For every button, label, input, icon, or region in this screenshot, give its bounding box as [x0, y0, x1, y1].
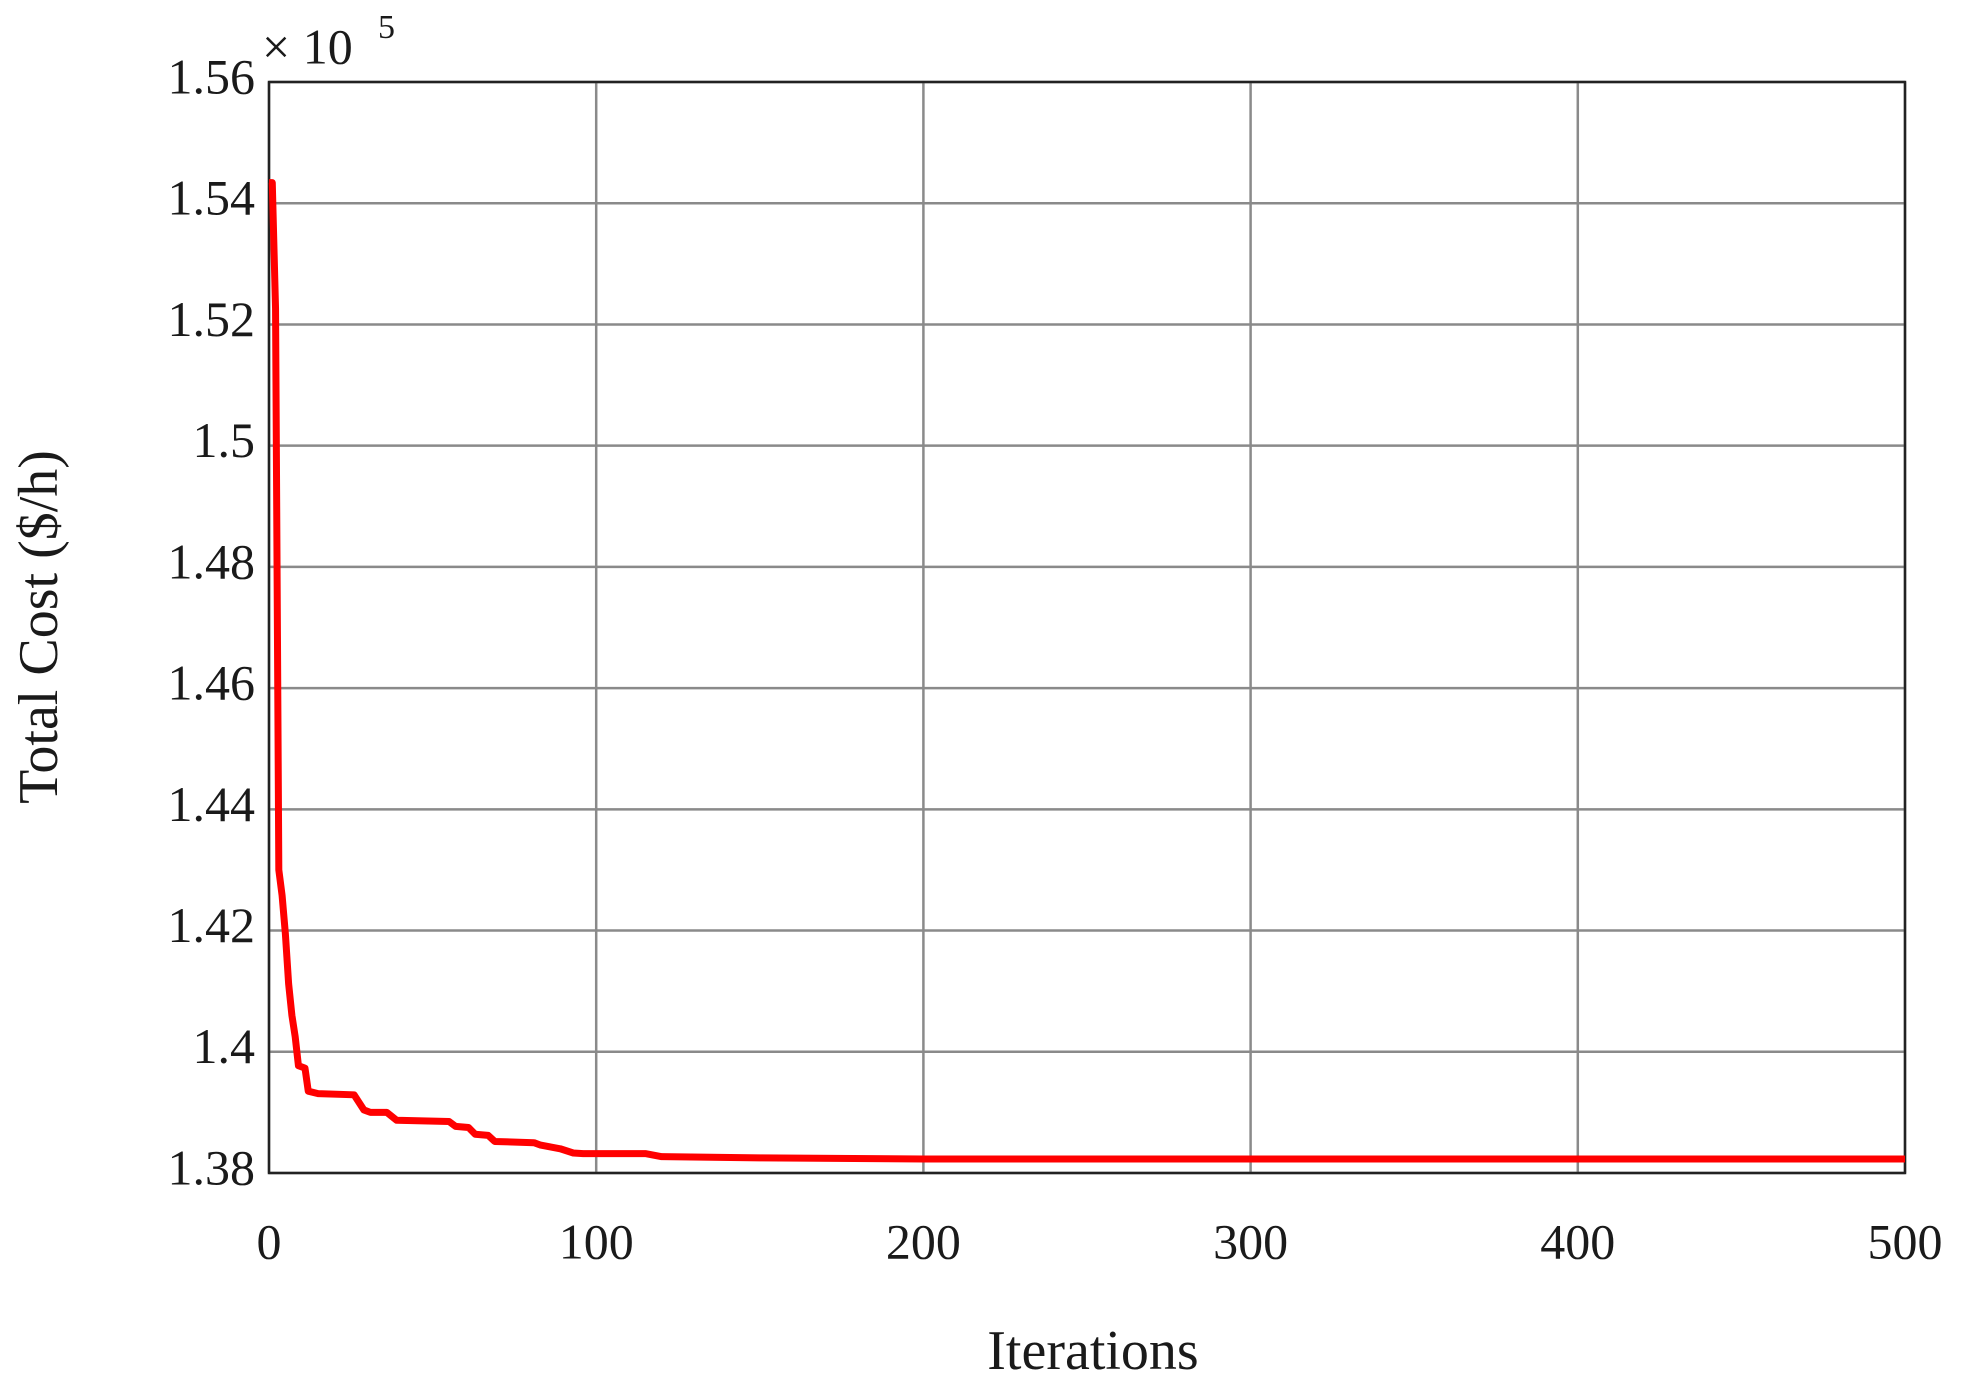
data-line — [268, 179, 1905, 1163]
y-tick-label: 1.52 — [168, 291, 256, 347]
x-axis-label: Iterations — [987, 1320, 1198, 1382]
y-tick-label: 1.46 — [168, 655, 256, 711]
y-tick-label: 1.54 — [168, 170, 256, 226]
y-tick-label: 1.56 — [168, 48, 256, 104]
y-tick-label: 1.4 — [193, 1018, 256, 1074]
plot-frame — [267, 80, 1907, 1175]
y-multiplier: × 10 — [262, 18, 353, 74]
y-tick-label: 1.44 — [168, 776, 256, 832]
x-tick-label: 200 — [886, 1213, 961, 1269]
x-tick-label: 500 — [1868, 1213, 1943, 1269]
x-tick-label: 300 — [1213, 1213, 1288, 1269]
y-axis-label: Total Cost ($/h) — [8, 450, 70, 804]
x-tick-label: 0 — [257, 1213, 282, 1269]
y-tick-label: 1.42 — [168, 897, 256, 953]
y-tick-label: 1.38 — [168, 1139, 256, 1195]
y-multiplier-exponent: 5 — [378, 9, 395, 46]
y-tick-label: 1.5 — [193, 412, 256, 468]
x-tick-label: 100 — [559, 1213, 634, 1269]
y-tick-label: 1.48 — [168, 533, 256, 589]
x-tick-label: 400 — [1540, 1213, 1615, 1269]
